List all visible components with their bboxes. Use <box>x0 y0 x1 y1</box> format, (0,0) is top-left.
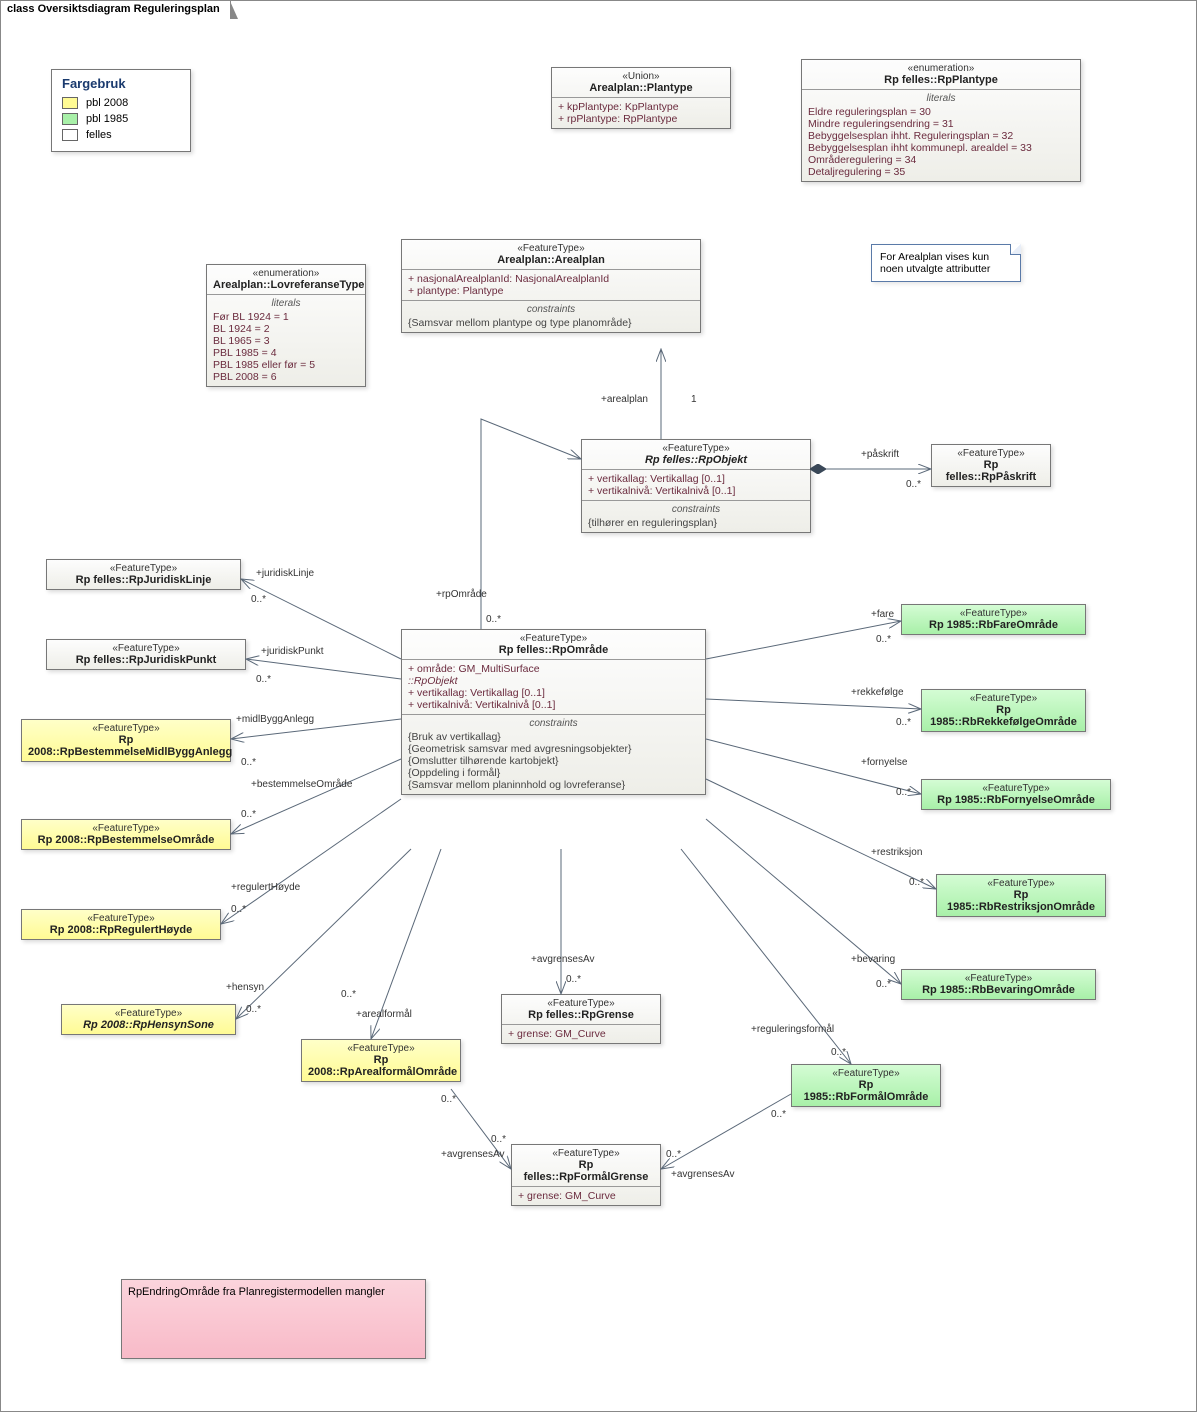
legend-item: felles <box>62 129 180 141</box>
role-label: +bevaring <box>851 954 895 965</box>
role-label: +avgrensesAv <box>671 1169 734 1180</box>
role-label: +avgrensesAv <box>531 954 594 965</box>
mult-label: 0..* <box>666 1149 681 1160</box>
box-rphensyn: «FeatureType»Rp 2008::RpHensynSone <box>61 1004 236 1035</box>
box-rpjurlinje: «FeatureType»Rp felles::RpJuridiskLinje <box>46 559 241 590</box>
mult-label: 0..* <box>566 974 581 985</box>
box-rpbestomr: «FeatureType»Rp 2008::RpBestemmelseOmråd… <box>21 819 231 850</box>
swatch-yellow <box>62 97 78 109</box>
box-rbrekke: «FeatureType»Rp 1985::RbRekkefølgeOmråde <box>921 689 1086 732</box>
role-label: +bestemmelseOmråde <box>251 779 352 790</box>
role-label: +avgrensesAv <box>441 1149 504 1160</box>
mult-label: 0..* <box>906 479 921 490</box>
frame-title: class Oversiktsdiagram Reguleringsplan <box>0 0 231 17</box>
mult-label: 0..* <box>909 877 924 888</box>
box-rpplantype: «enumeration»Rp felles::RpPlantype liter… <box>801 59 1081 182</box>
box-rppaskrift: «FeatureType»Rp felles::RpPåskrift <box>931 444 1051 487</box>
mult-label: 0..* <box>441 1094 456 1105</box>
mult-label: 0..* <box>241 757 256 768</box>
mult-label: 0..* <box>876 634 891 645</box>
role-label: +regulertHøyde <box>231 882 300 893</box>
mult-label: 1 <box>691 394 697 405</box>
box-rbbevar: «FeatureType»Rp 1985::RbBevaringOmråde <box>901 969 1096 1000</box>
role-label: +rekkefølge <box>851 687 904 698</box>
mult-label: 0..* <box>246 1004 261 1015</box>
box-rbrestr: «FeatureType»Rp 1985::RbRestriksjonOmråd… <box>936 874 1106 917</box>
box-rpgrense: «FeatureType»Rp felles::RpGrense + grens… <box>501 994 661 1044</box>
mult-label: 0..* <box>256 674 271 685</box>
mult-label: 0..* <box>771 1109 786 1120</box>
swatch-green <box>62 113 78 125</box>
legend-title: Fargebruk <box>62 76 180 91</box>
box-rbformal: «FeatureType»Rp 1985::RbFormålOmråde <box>791 1064 941 1107</box>
note-arealplan: For Arealplan vises kun noen utvalgte at… <box>871 244 1021 282</box>
role-label: +restriksjon <box>871 847 922 858</box>
box-rpomrade: «FeatureType»Rp felles::RpOmråde + områd… <box>401 629 706 795</box>
diagram-frame: class Oversiktsdiagram Reguleringsplan F… <box>0 0 1197 1412</box>
mult-label: 0..* <box>231 904 246 915</box>
role-label: +fare <box>871 609 894 620</box>
box-rpreghoyde: «FeatureType»Rp 2008::RpRegulertHøyde <box>21 909 221 940</box>
mult-label: 0..* <box>241 809 256 820</box>
box-plantype: «Union»Arealplan::Plantype + kpPlantype:… <box>551 67 731 129</box>
canvas: Fargebruk pbl 2008 pbl 1985 felles «Unio… <box>1 19 1196 1411</box>
mult-label: 0..* <box>491 1134 506 1145</box>
box-rpobjekt: «FeatureType»Rp felles::RpObjekt + verti… <box>581 439 811 533</box>
mult-label: 0..* <box>896 717 911 728</box>
note-pink: RpEndringOmråde fra Planregistermodellen… <box>121 1279 426 1359</box>
legend: Fargebruk pbl 2008 pbl 1985 felles <box>51 69 191 152</box>
mult-label: 0..* <box>486 614 501 625</box>
legend-item: pbl 2008 <box>62 97 180 109</box>
mult-label: 0..* <box>896 787 911 798</box>
role-label: +rpOmråde <box>436 589 487 600</box>
box-rbfare: «FeatureType»Rp 1985::RbFareOmråde <box>901 604 1086 635</box>
role-label: +hensyn <box>226 982 264 993</box>
box-rpbestmidl: «FeatureType»Rp 2008::RpBestemmelseMidlB… <box>21 719 231 762</box>
mult-label: 0..* <box>341 989 356 1000</box>
role-label: +fornyelse <box>861 757 907 768</box>
role-label: +reguleringsformål <box>751 1024 834 1035</box>
mult-label: 0..* <box>831 1047 846 1058</box>
box-rparealformal: «FeatureType»Rp 2008::RpArealformålOmråd… <box>301 1039 461 1082</box>
mult-label: 0..* <box>876 979 891 990</box>
role-label: +arealformål <box>356 1009 412 1020</box>
box-rpformalgrense: «FeatureType»Rp felles::RpFormålGrense +… <box>511 1144 661 1206</box>
role-label: +juridiskLinje <box>256 568 314 579</box>
box-rpjurpunkt: «FeatureType»Rp felles::RpJuridiskPunkt <box>46 639 246 670</box>
role-label: +juridiskPunkt <box>261 646 324 657</box>
swatch-white <box>62 129 78 141</box>
box-arealplan: «FeatureType»Arealplan::Arealplan + nasj… <box>401 239 701 333</box>
role-label: +påskrift <box>861 449 899 460</box>
mult-label: 0..* <box>251 594 266 605</box>
role-label: +arealplan <box>601 394 648 405</box>
role-label: +midlByggAnlegg <box>236 714 314 725</box>
box-lovref: «enumeration»Arealplan::LovreferanseType… <box>206 264 366 387</box>
legend-item: pbl 1985 <box>62 113 180 125</box>
box-rbforny: «FeatureType»Rp 1985::RbFornyelseOmråde <box>921 779 1111 810</box>
